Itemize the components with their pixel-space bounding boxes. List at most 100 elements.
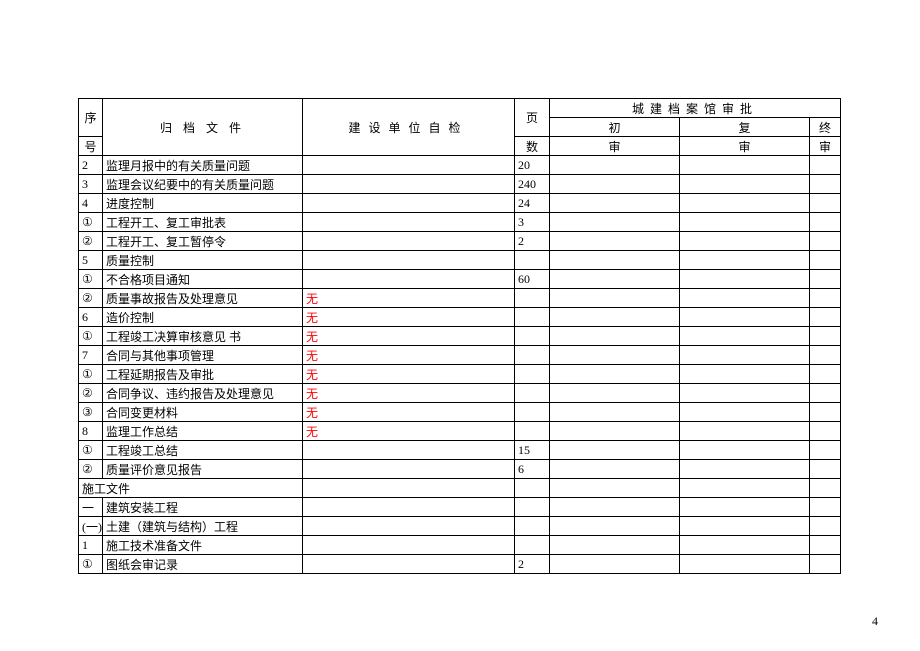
cell-seq: ①	[79, 555, 103, 574]
cell-seq: 1	[79, 536, 103, 555]
cell-check: 无	[303, 384, 515, 403]
cell-review	[680, 422, 810, 441]
cell-review	[550, 232, 680, 251]
cell-seq: ②	[79, 384, 103, 403]
cell-check	[303, 175, 515, 194]
cell-review	[680, 479, 810, 498]
cell-review	[810, 232, 841, 251]
cell-review	[810, 175, 841, 194]
cell-check	[303, 460, 515, 479]
cell-review	[550, 536, 680, 555]
table-row: 8监理工作总结无	[79, 422, 841, 441]
cell-check: 无	[303, 403, 515, 422]
cell-check	[303, 232, 515, 251]
cell-review	[550, 460, 680, 479]
cell-seq: 5	[79, 251, 103, 270]
cell-pages	[515, 289, 550, 308]
header-review-top: 城建档案馆审批	[550, 99, 841, 118]
cell-pages	[515, 517, 550, 536]
cell-seq: ①	[79, 365, 103, 384]
cell-review	[550, 498, 680, 517]
cell-seq: 一	[79, 498, 103, 517]
table-row: ①工程竣工总结15	[79, 441, 841, 460]
cell-review	[810, 156, 841, 175]
cell-review	[550, 346, 680, 365]
cell-check: 无	[303, 308, 515, 327]
cell-review	[550, 175, 680, 194]
cell-review	[550, 441, 680, 460]
cell-review	[680, 327, 810, 346]
cell-seq: 7	[79, 346, 103, 365]
table-row: 一建筑安装工程	[79, 498, 841, 517]
cell-seq: 6	[79, 308, 103, 327]
table-row: ①图纸会审记录2	[79, 555, 841, 574]
table-row: ①工程延期报告及审批无	[79, 365, 841, 384]
cell-review	[680, 308, 810, 327]
cell-review	[810, 555, 841, 574]
cell-review	[680, 251, 810, 270]
cell-pages: 15	[515, 441, 550, 460]
cell-pages: 3	[515, 213, 550, 232]
cell-review	[810, 441, 841, 460]
cell-review	[810, 308, 841, 327]
cell-review	[680, 365, 810, 384]
cell-file: 合同与其他事项管理	[103, 346, 303, 365]
cell-check	[303, 270, 515, 289]
cell-pages: 20	[515, 156, 550, 175]
cell-file: 工程延期报告及审批	[103, 365, 303, 384]
cell-review	[680, 346, 810, 365]
cell-review	[810, 213, 841, 232]
cell-review	[680, 384, 810, 403]
cell-file: 监理工作总结	[103, 422, 303, 441]
cell-seq: ②	[79, 289, 103, 308]
table-row: 4进度控制24	[79, 194, 841, 213]
cell-review	[810, 517, 841, 536]
cell-pages	[515, 365, 550, 384]
cell-review	[550, 422, 680, 441]
cell-file: 工程开工、复工暂停令	[103, 232, 303, 251]
cell-pages	[515, 308, 550, 327]
cell-check	[303, 441, 515, 460]
cell-review	[550, 384, 680, 403]
cell-file: 工程开工、复工审批表	[103, 213, 303, 232]
cell-pages	[515, 422, 550, 441]
table-row: ①工程竣工决算审核意见 书无	[79, 327, 841, 346]
cell-pages	[515, 251, 550, 270]
cell-review	[680, 460, 810, 479]
header-r3-2: 审	[810, 137, 841, 156]
cell-review	[680, 175, 810, 194]
cell-file-span: 施工文件	[79, 479, 303, 498]
cell-file: 造价控制	[103, 308, 303, 327]
table-row: ②质量事故报告及处理意见无	[79, 289, 841, 308]
cell-file: 工程竣工决算审核意见 书	[103, 327, 303, 346]
cell-review	[550, 517, 680, 536]
cell-review	[810, 270, 841, 289]
table-row: 7合同与其他事项管理无	[79, 346, 841, 365]
cell-check	[303, 479, 515, 498]
cell-check	[303, 251, 515, 270]
cell-review	[550, 289, 680, 308]
cell-seq: 3	[79, 175, 103, 194]
cell-pages: 6	[515, 460, 550, 479]
cell-review	[810, 289, 841, 308]
cell-check	[303, 213, 515, 232]
cell-pages: 2	[515, 232, 550, 251]
cell-file: 监理月报中的有关质量问题	[103, 156, 303, 175]
cell-pages: 24	[515, 194, 550, 213]
cell-pages	[515, 327, 550, 346]
cell-review	[810, 251, 841, 270]
cell-seq: 8	[79, 422, 103, 441]
cell-pages	[515, 346, 550, 365]
cell-seq: ②	[79, 232, 103, 251]
cell-seq: ①	[79, 327, 103, 346]
cell-review	[810, 479, 841, 498]
cell-seq: (一)	[79, 517, 103, 536]
cell-seq: ①	[79, 213, 103, 232]
cell-pages	[515, 479, 550, 498]
table-row: 3监理会议纪要中的有关质量问题240	[79, 175, 841, 194]
cell-seq: ③	[79, 403, 103, 422]
cell-check	[303, 555, 515, 574]
cell-file: 不合格项目通知	[103, 270, 303, 289]
cell-check	[303, 536, 515, 555]
cell-review	[680, 194, 810, 213]
